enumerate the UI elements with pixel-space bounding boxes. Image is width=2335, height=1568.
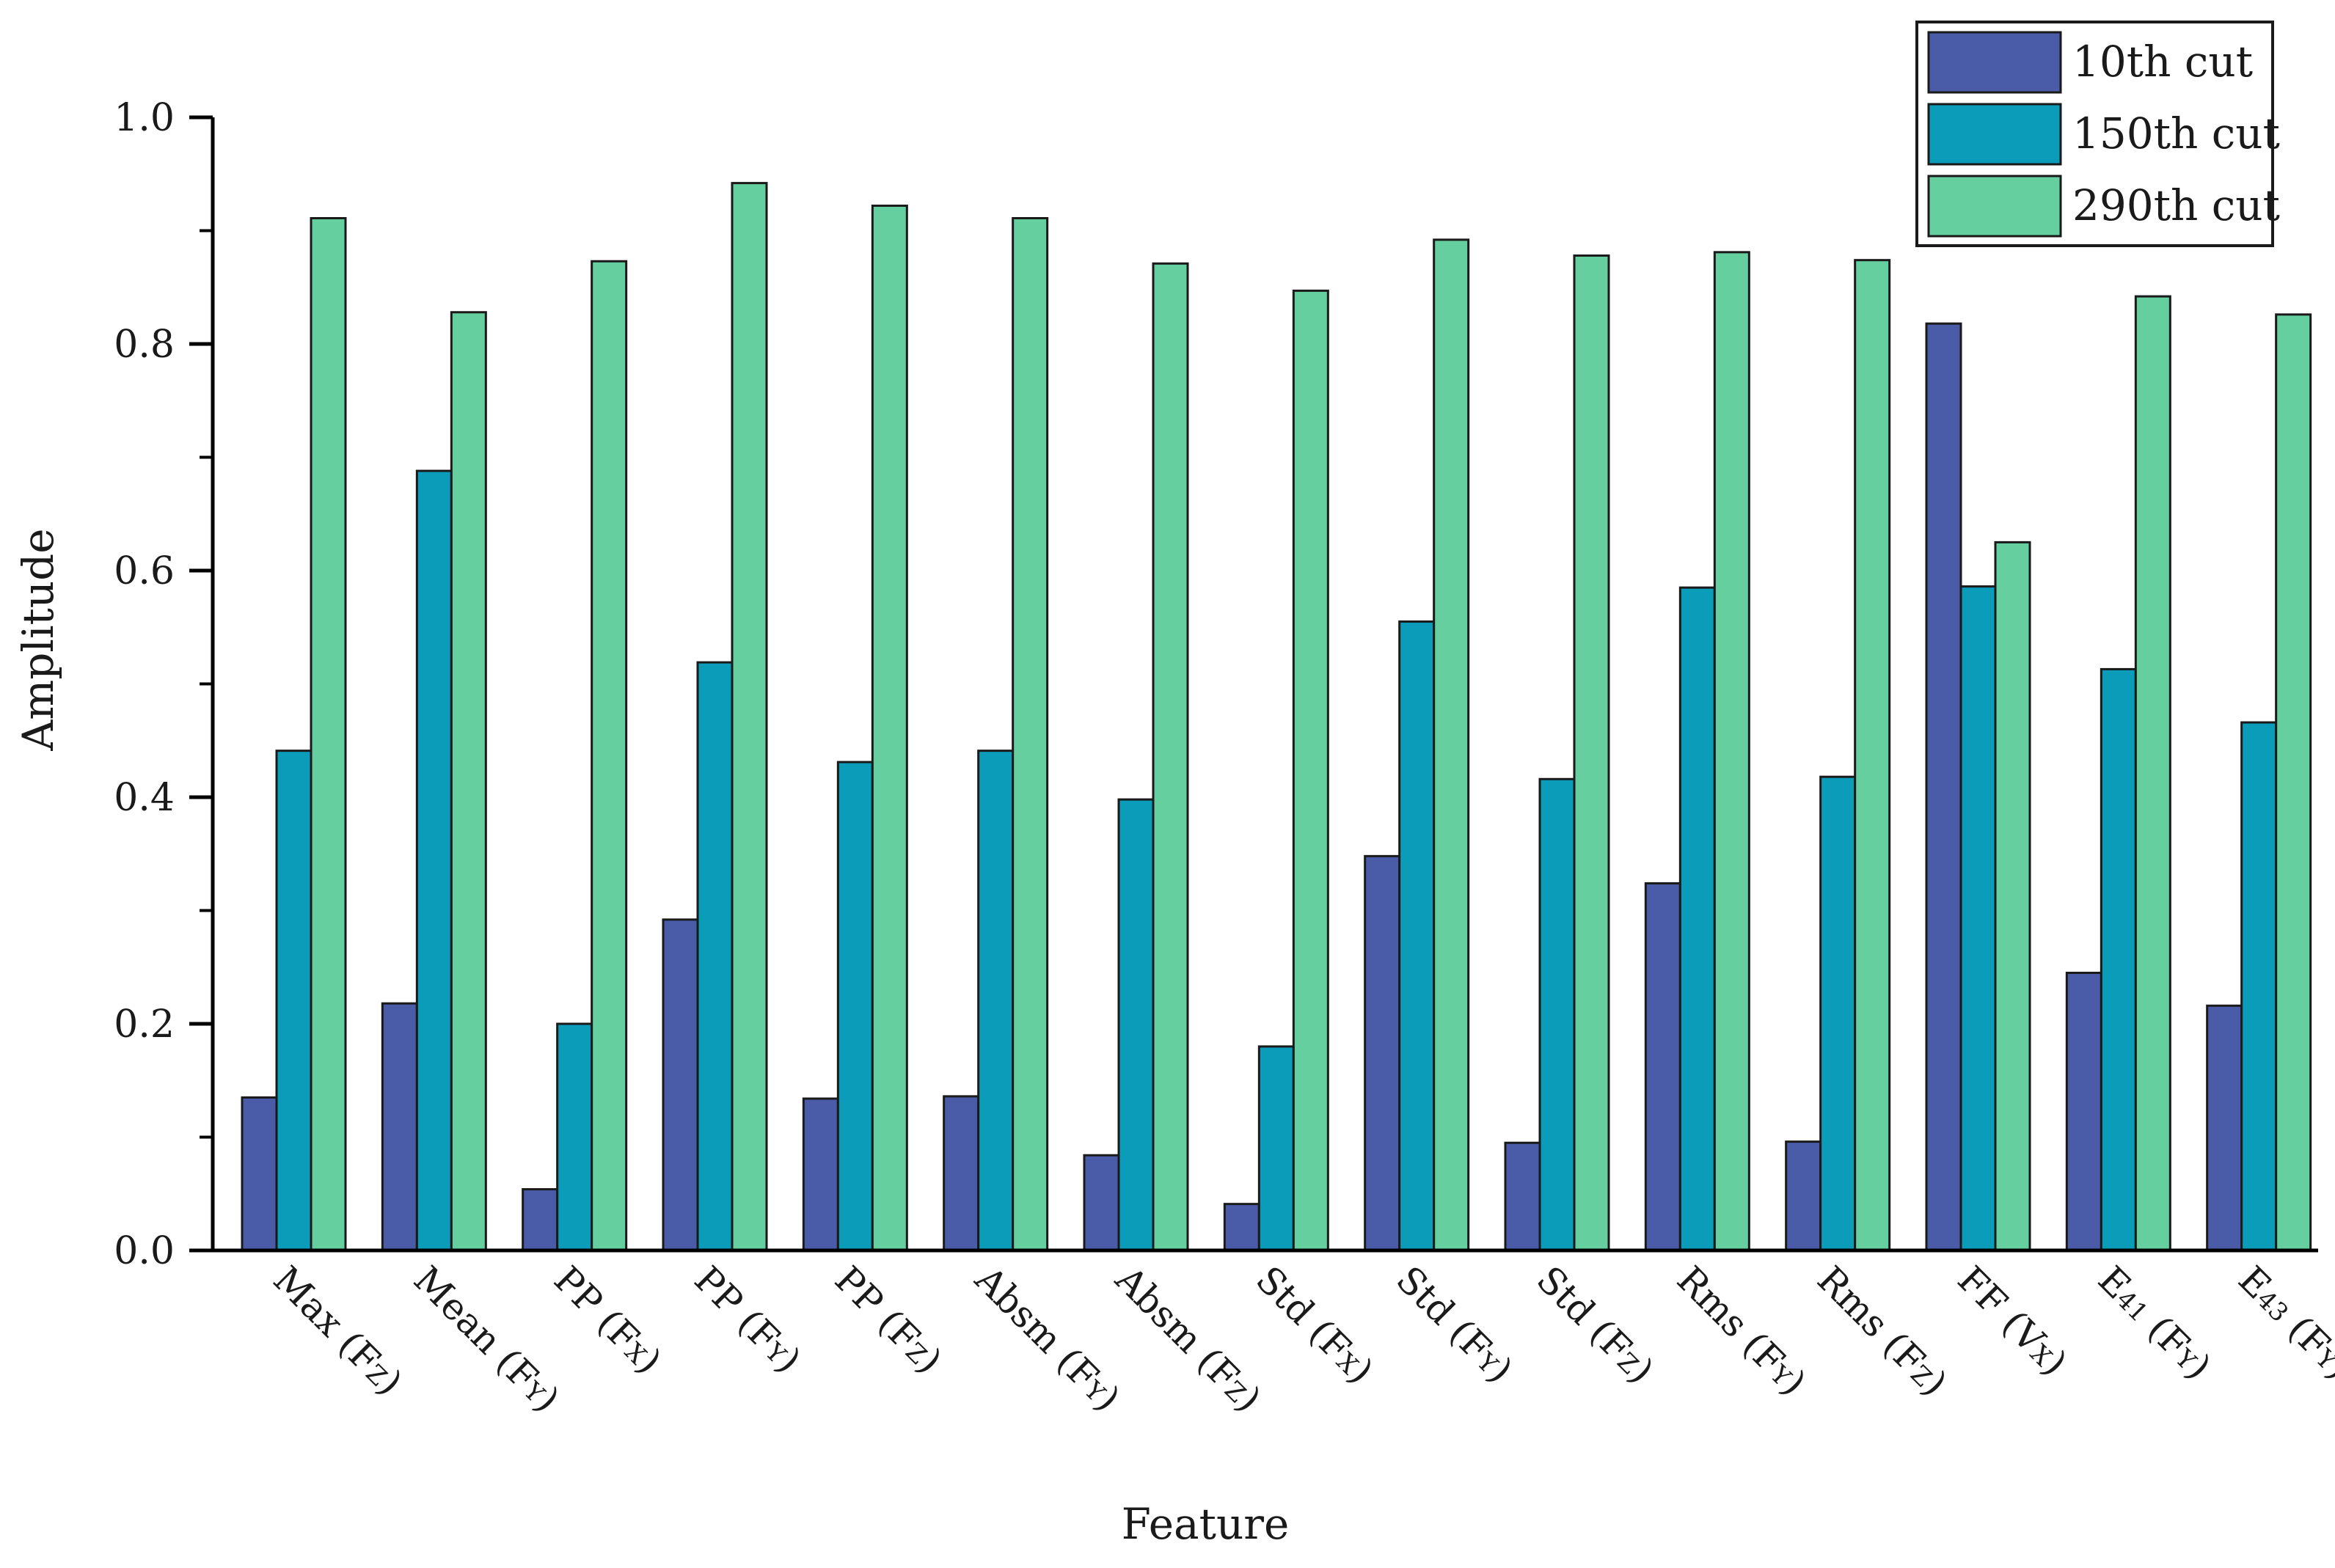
bar-290th-cut-13 xyxy=(1994,541,2031,1252)
legend-label: 290th cut xyxy=(2072,180,2280,230)
y-tick-label: 0.2 xyxy=(114,1003,175,1047)
bar-10th-cut-7 xyxy=(1083,1154,1120,1252)
x-tick-label: PP (FY) xyxy=(687,1258,810,1381)
bar-150th-cut-6 xyxy=(977,750,1015,1252)
bar-290th-cut-11 xyxy=(1713,251,1750,1252)
bar-150th-cut-1 xyxy=(275,750,313,1252)
legend-label: 150th cut xyxy=(2072,109,2280,158)
bar-150th-cut-10 xyxy=(1538,777,1576,1252)
bar-10th-cut-6 xyxy=(943,1095,980,1252)
x-tick-label: Std (FY) xyxy=(1388,1258,1521,1391)
bar-150th-cut-2 xyxy=(415,469,453,1252)
bar-290th-cut-10 xyxy=(1573,254,1610,1252)
bar-10th-cut-5 xyxy=(802,1097,839,1252)
y-tick-label: 1.0 xyxy=(114,96,175,140)
x-tick-label: Rms (FY) xyxy=(1669,1258,1815,1404)
bar-290th-cut-8 xyxy=(1292,289,1329,1252)
x-tick-label: Rms (FZ) xyxy=(1809,1258,1955,1404)
bar-150th-cut-14 xyxy=(2100,667,2137,1252)
bar-10th-cut-11 xyxy=(1644,882,1681,1252)
legend-swatch xyxy=(1927,31,2062,94)
bar-290th-cut-6 xyxy=(1012,217,1049,1252)
y-tick-label: 0.0 xyxy=(114,1229,175,1273)
bar-290th-cut-9 xyxy=(1433,238,1470,1252)
x-tick-label: Std (FX) xyxy=(1248,1258,1382,1392)
bar-10th-cut-1 xyxy=(241,1096,278,1252)
axes-group: 0.0 0.2 0.4 0.6 0.8 1.0 xyxy=(114,96,2318,1273)
bar-150th-cut-5 xyxy=(836,761,874,1252)
legend-swatch xyxy=(1927,103,2062,166)
bar-290th-cut-3 xyxy=(591,260,628,1252)
bar-290th-cut-4 xyxy=(731,182,768,1252)
bar-150th-cut-7 xyxy=(1117,798,1155,1252)
bar-10th-cut-15 xyxy=(2206,1004,2243,1252)
bar-290th-cut-2 xyxy=(450,311,487,1252)
x-tick-label: E43 (FY) xyxy=(2230,1258,2335,1388)
x-tick-label: Absm (FZ) xyxy=(1107,1258,1270,1421)
bar-10th-cut-4 xyxy=(662,918,699,1252)
bar-10th-cut-8 xyxy=(1223,1203,1260,1252)
legend-label: 10th cut xyxy=(2072,37,2253,87)
y-tick-label: 0.4 xyxy=(114,776,175,820)
x-tick-label: Absm (FY) xyxy=(966,1258,1128,1420)
bar-150th-cut-15 xyxy=(2240,721,2278,1252)
x-tick-label: PP (FX) xyxy=(546,1258,670,1382)
x-tick-label: Std (FZ) xyxy=(1529,1258,1662,1391)
bar-10th-cut-2 xyxy=(381,1002,418,1252)
legend-swatch xyxy=(1927,175,2062,238)
y-tick-label: 0.6 xyxy=(114,549,175,593)
x-tick-label: Mean (FY) xyxy=(406,1258,568,1420)
x-tick-label: Max (FZ) xyxy=(266,1258,411,1403)
bar-10th-cut-10 xyxy=(1504,1141,1541,1252)
legend: 10th cut 150th cut 290th cut xyxy=(1915,21,2280,247)
bar-10th-cut-12 xyxy=(1785,1140,1822,1252)
bar-150th-cut-8 xyxy=(1257,1045,1295,1252)
bar-150th-cut-11 xyxy=(1678,586,1716,1252)
y-tick-label: 0.8 xyxy=(114,323,175,367)
bar-150th-cut-4 xyxy=(696,661,734,1252)
bar-290th-cut-15 xyxy=(2275,313,2312,1252)
bar-150th-cut-3 xyxy=(556,1022,593,1252)
x-tick-label: E41 (FY) xyxy=(2090,1258,2220,1388)
bar-290th-cut-7 xyxy=(1152,262,1189,1252)
x-tick-label: PP (FZ) xyxy=(827,1258,951,1382)
bar-290th-cut-5 xyxy=(871,205,908,1252)
bar-150th-cut-9 xyxy=(1398,620,1436,1252)
bar-150th-cut-12 xyxy=(1819,775,1857,1252)
x-axis-title: Feature xyxy=(1122,1499,1290,1549)
bars-group xyxy=(241,182,2312,1252)
bar-150th-cut-13 xyxy=(1959,585,1997,1252)
bar-10th-cut-9 xyxy=(1364,854,1401,1252)
bar-10th-cut-13 xyxy=(1925,322,1962,1252)
category-labels: Max (FZ)Mean (FY)PP (FX)PP (FY)PP (FZ) Ab… xyxy=(266,1258,2335,1421)
bar-290th-cut-1 xyxy=(310,217,347,1252)
bar-10th-cut-3 xyxy=(522,1188,559,1252)
x-tick-label: FF (VX) xyxy=(1950,1258,2076,1384)
bar-290th-cut-14 xyxy=(2134,295,2171,1252)
bar-290th-cut-12 xyxy=(1854,259,1891,1252)
y-axis-title: Amplitude xyxy=(13,528,63,751)
bar-10th-cut-14 xyxy=(2065,971,2102,1252)
